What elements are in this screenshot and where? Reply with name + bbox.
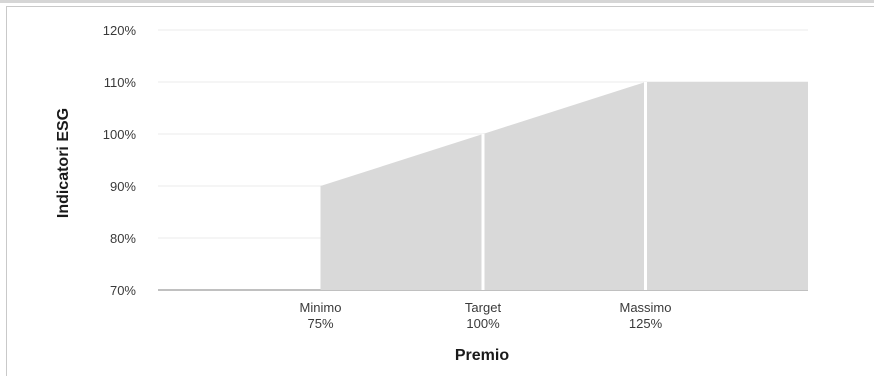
y-tick-label: 70%	[110, 283, 136, 298]
y-tick-label: 100%	[103, 127, 137, 142]
x-tick-label: Minimo	[300, 300, 342, 315]
area-fill	[320, 82, 808, 290]
area-series	[320, 81, 809, 290]
top-border	[0, 0, 874, 3]
y-tick-label: 110%	[104, 75, 137, 90]
x-tick-label: Target	[465, 300, 502, 315]
y-tick-label: 120%	[103, 23, 137, 38]
chart-frame	[6, 6, 874, 376]
y-tick-label: 80%	[110, 231, 136, 246]
y-tick-labels: 70% 80% 90% 100% 110% 120%	[103, 23, 137, 298]
x-tick-value: 75%	[307, 316, 333, 331]
x-tick-label: Massimo	[619, 300, 671, 315]
x-tick-value: 100%	[466, 316, 500, 331]
x-tick-value: 125%	[629, 316, 663, 331]
category-dividers	[481, 82, 647, 290]
y-tick-label: 90%	[110, 179, 136, 194]
x-axis-title: Premio	[455, 347, 509, 364]
y-axis-title: Indicatori ESG	[55, 108, 72, 218]
